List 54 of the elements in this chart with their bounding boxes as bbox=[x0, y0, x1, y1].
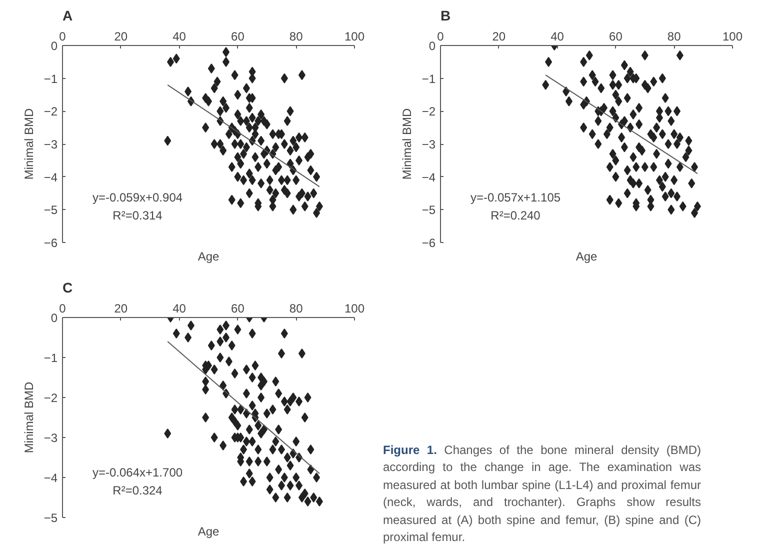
y-tick-label: −6 bbox=[422, 236, 436, 250]
caption: Figure 1. bbox=[383, 443, 437, 457]
y-tick-label: 0 bbox=[50, 39, 58, 53]
annotation: R²=0.314 bbox=[112, 208, 163, 222]
x-tick-label: 60 bbox=[609, 30, 623, 44]
x-tick-label: 40 bbox=[172, 30, 186, 44]
y-tick-label: −3 bbox=[422, 138, 436, 152]
y-tick-label: −2 bbox=[44, 391, 58, 405]
chart-title: B bbox=[440, 8, 451, 24]
y-axis-title: Minimal BMD bbox=[22, 108, 36, 180]
y-tick-label: −5 bbox=[44, 203, 58, 218]
x-tick-label: 80 bbox=[289, 302, 304, 316]
x-axis-title: Age bbox=[198, 524, 220, 538]
annotation: y=-0.057x+1.105 bbox=[470, 190, 561, 204]
x-tick-label: 0 bbox=[59, 30, 66, 44]
x-tick-label: 20 bbox=[114, 30, 128, 44]
x-tick-label: 20 bbox=[114, 302, 128, 316]
y-tick-label: −4 bbox=[44, 471, 58, 485]
y-tick-label: 0 bbox=[50, 311, 58, 325]
x-tick-label: 100 bbox=[722, 30, 743, 44]
y-tick-label: −6 bbox=[44, 236, 58, 250]
x-tick-label: 0 bbox=[59, 302, 66, 316]
x-tick-label: 80 bbox=[289, 30, 304, 44]
y-tick-label: −1 bbox=[44, 351, 58, 365]
x-tick-label: 0 bbox=[437, 30, 444, 44]
y-tick-label: −2 bbox=[44, 104, 58, 119]
x-tick-label: 40 bbox=[172, 302, 186, 316]
y-axis-title: Minimal BMD bbox=[22, 381, 36, 454]
y-tick-label: 0 bbox=[428, 39, 436, 53]
x-tick-label: 100 bbox=[344, 302, 365, 316]
y-tick-label: −3 bbox=[44, 138, 58, 152]
y-tick-label: −4 bbox=[44, 170, 58, 184]
x-tick-label: 40 bbox=[550, 30, 564, 44]
y-axis-title: Minimal BMD bbox=[400, 108, 414, 180]
y-tick-label: −2 bbox=[422, 104, 436, 119]
annotation: R²=0.324 bbox=[112, 484, 163, 498]
x-axis-title: Age bbox=[576, 250, 598, 264]
annotation: R²=0.240 bbox=[490, 208, 541, 222]
x-axis-title: Age bbox=[198, 250, 220, 264]
annotation: y=-0.059x+0.904 bbox=[92, 190, 183, 204]
chart-title: C bbox=[62, 280, 73, 296]
x-tick-label: 80 bbox=[667, 30, 682, 44]
y-tick-label: −4 bbox=[422, 170, 436, 184]
x-tick-label: 100 bbox=[344, 30, 365, 44]
x-tick-label: 60 bbox=[231, 302, 245, 316]
y-tick-label: −5 bbox=[44, 511, 58, 525]
y-tick-label: −1 bbox=[422, 72, 436, 86]
annotation: y=-0.064x+1.700 bbox=[92, 466, 183, 480]
chart-title: A bbox=[62, 8, 73, 24]
x-tick-label: 20 bbox=[492, 30, 506, 44]
x-tick-label: 60 bbox=[231, 30, 245, 44]
y-tick-label: −1 bbox=[44, 72, 58, 86]
y-tick-label: −3 bbox=[44, 431, 58, 445]
y-tick-label: −5 bbox=[422, 203, 436, 218]
